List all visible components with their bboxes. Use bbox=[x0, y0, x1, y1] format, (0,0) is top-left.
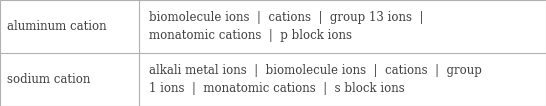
Text: sodium cation: sodium cation bbox=[7, 73, 90, 86]
Text: alkali metal ions  |  biomolecule ions  |  cations  |  group
1 ions  |  monatomi: alkali metal ions | biomolecule ions | c… bbox=[149, 64, 482, 95]
Text: aluminum cation: aluminum cation bbox=[7, 20, 106, 33]
Text: biomolecule ions  |  cations  |  group 13 ions  |
monatomic cations  |  p block : biomolecule ions | cations | group 13 io… bbox=[149, 11, 424, 42]
